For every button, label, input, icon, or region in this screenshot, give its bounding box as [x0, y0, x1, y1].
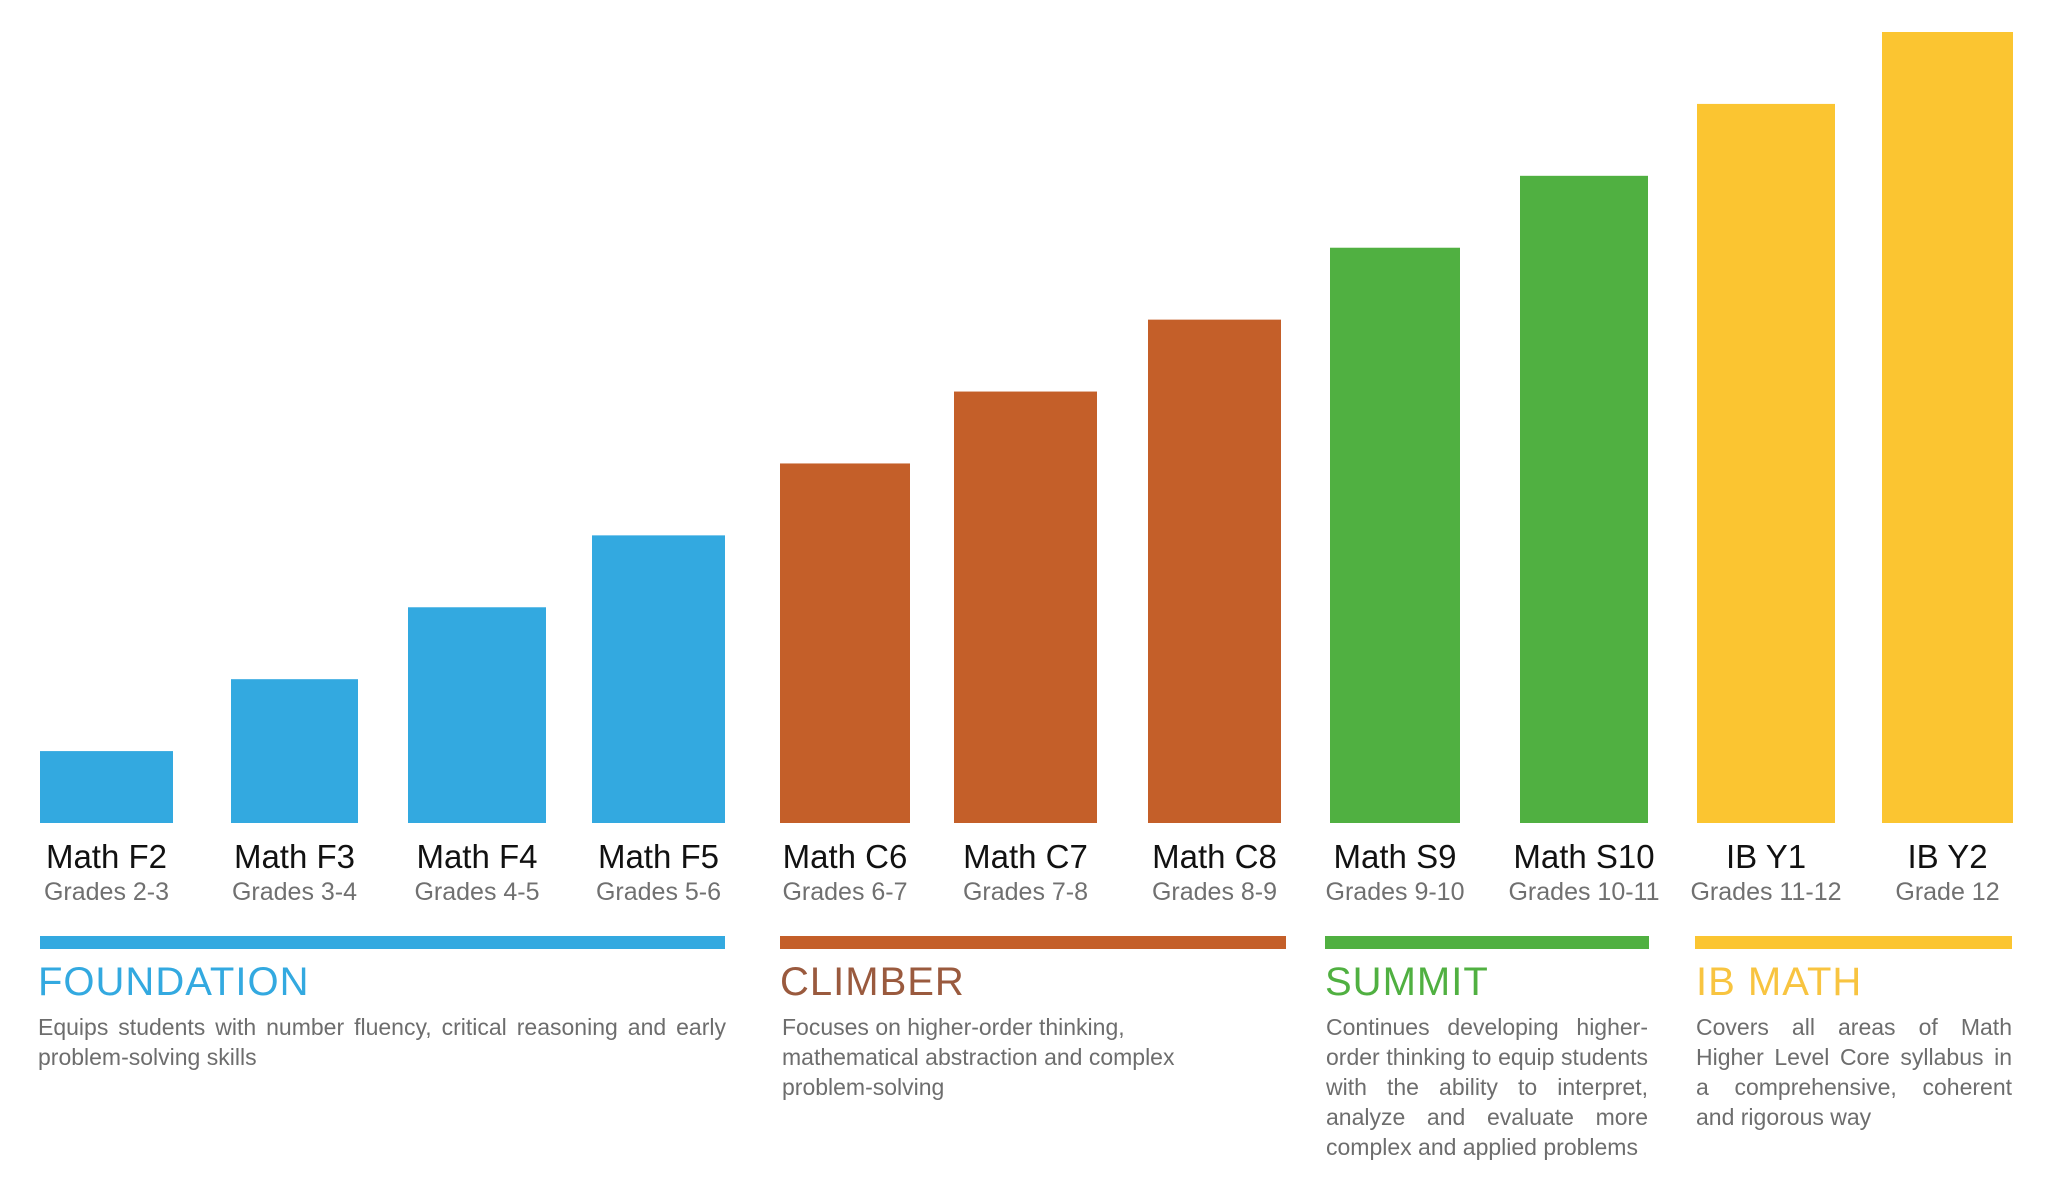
group-title-ib-math: IB MATH [1696, 960, 1863, 1004]
bar-math-c6 [780, 463, 910, 823]
group-line-climber [780, 936, 1286, 949]
bar-label-math-s10: Math S10 [1513, 838, 1654, 875]
group-line-ib-math [1695, 936, 2012, 949]
bar-label-math-c8: Math C8 [1152, 838, 1277, 875]
grade-label-math-s10: Grades 10-11 [1508, 878, 1659, 906]
grade-label-math-f4: Grades 4-5 [414, 878, 539, 906]
bar-math-c7 [954, 391, 1097, 823]
bar-math-s10 [1520, 175, 1648, 823]
bar-label-math-s9: Math S9 [1334, 838, 1457, 875]
group-title-summit: SUMMIT [1325, 960, 1489, 1004]
group-description-summit: Continues developing higher-order thinki… [1326, 1014, 1648, 1160]
grade-label-math-c7: Grades 7-8 [963, 878, 1088, 906]
bar-label-math-f2: Math F2 [46, 838, 167, 875]
bar-ib-y2 [1882, 32, 2013, 823]
bar-label-ib-y1: IB Y1 [1726, 838, 1806, 875]
group-title-climber: CLIMBER [780, 960, 965, 1004]
bar-labels-layer: Math F2 Grades 2-3 Math F3 Grades 3-4 Math F… [44, 838, 2000, 906]
bar-ib-y1 [1697, 103, 1835, 824]
group-description-climber: Focuses on higher-order thinking, mathem… [782, 1014, 1175, 1100]
group-description-ib-math: Covers all areas of Math Higher Level Co… [1696, 1014, 2012, 1130]
bar-label-math-c7: Math C7 [963, 838, 1088, 875]
bar-math-f5 [592, 535, 725, 823]
bars-layer [40, 32, 2013, 824]
group-description-foundation: Equips students with number fluency, cri… [38, 1014, 726, 1070]
grade-label-math-f3: Grades 3-4 [232, 878, 357, 906]
bar-math-f2 [40, 751, 173, 823]
group-line-summit [1325, 936, 1649, 949]
grade-label-ib-y1: Grades 11-12 [1690, 878, 1841, 906]
bar-label-math-f4: Math F4 [416, 838, 537, 875]
grade-label-ib-y2: Grade 12 [1895, 878, 1999, 906]
grade-label-math-c6: Grades 6-7 [782, 878, 907, 906]
bar-math-f4 [408, 607, 546, 823]
bar-label-ib-y2: IB Y2 [1907, 838, 1987, 875]
bar-math-s9 [1330, 247, 1460, 823]
group-lines-layer [40, 936, 2012, 949]
group-line-foundation [40, 936, 725, 949]
bar-label-math-f3: Math F3 [234, 838, 355, 875]
group-title-foundation: FOUNDATION [38, 960, 310, 1004]
bar-math-c8 [1148, 319, 1281, 823]
grade-label-math-f5: Grades 5-6 [596, 878, 721, 906]
grade-label-math-c8: Grades 8-9 [1152, 878, 1277, 906]
bar-math-f3 [231, 679, 358, 823]
bar-label-math-c6: Math C6 [783, 838, 908, 875]
grade-label-math-s9: Grades 9-10 [1326, 878, 1465, 906]
grade-label-math-f2: Grades 2-3 [44, 878, 169, 906]
bar-label-math-f5: Math F5 [598, 838, 719, 875]
